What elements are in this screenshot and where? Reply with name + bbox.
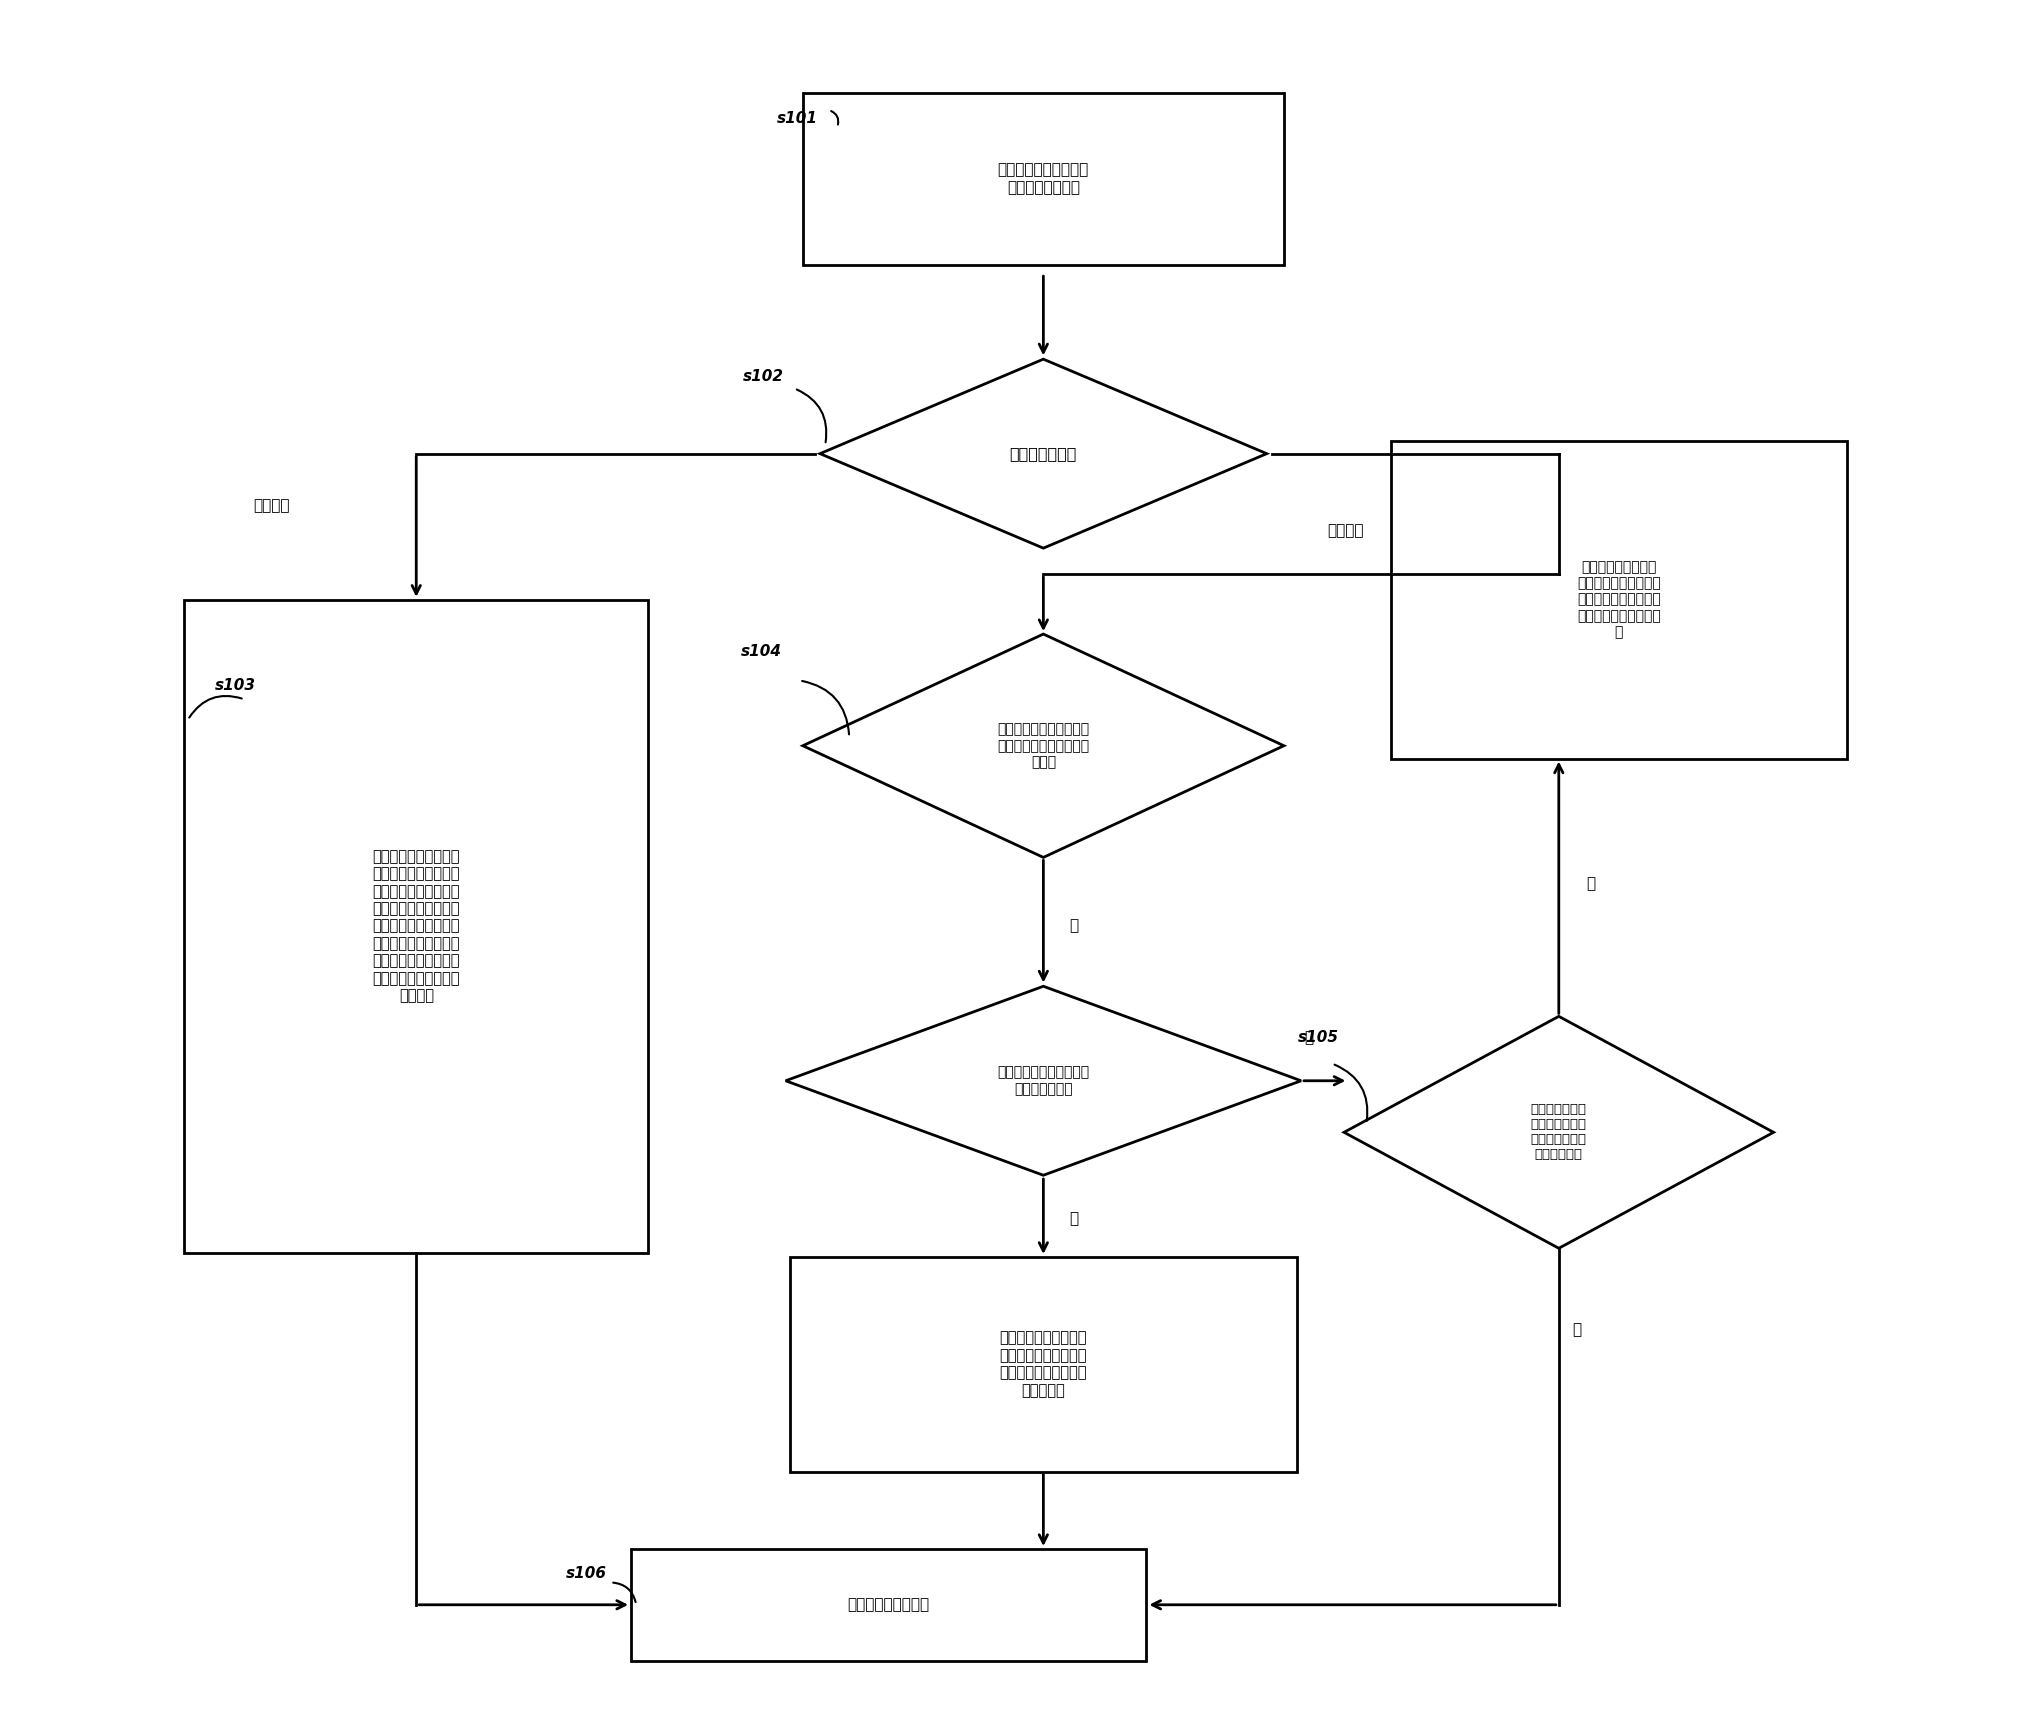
Polygon shape xyxy=(819,359,1267,547)
Text: 释放原使用的频率资
源，暂停该用户的数据
传输，直到该用户被重
新分配到可用的频率资
源: 释放原使用的频率资 源，暂停该用户的数据 传输，直到该用户被重 新分配到可用的频… xyxy=(1576,559,1661,639)
Text: s106: s106 xyxy=(565,1566,607,1581)
FancyBboxPatch shape xyxy=(803,94,1283,265)
FancyBboxPatch shape xyxy=(789,1257,1298,1472)
Text: 无: 无 xyxy=(1304,1031,1314,1046)
FancyBboxPatch shape xyxy=(1390,440,1846,759)
Text: 无: 无 xyxy=(1586,876,1596,890)
Text: s102: s102 xyxy=(743,369,783,385)
Text: s103: s103 xyxy=(216,679,256,693)
Text: 设定小区边缘用户使用
的子载波起止范围: 设定小区边缘用户使用 的子载波起止范围 xyxy=(997,163,1090,196)
Text: 对该用户使用的子载波
进行调整，使其使用的
子载波位于所述子载波
起止范围内: 对该用户使用的子载波 进行调整，使其使用的 子载波位于所述子载波 起止范围内 xyxy=(999,1330,1088,1398)
Polygon shape xyxy=(803,634,1283,857)
Text: s101: s101 xyxy=(777,111,817,126)
Text: 在所述子载波起止范围内
有可用频率资源: 在所述子载波起止范围内 有可用频率资源 xyxy=(997,1065,1090,1096)
FancyBboxPatch shape xyxy=(184,599,648,1252)
Text: 有: 有 xyxy=(1572,1323,1582,1337)
Text: s105: s105 xyxy=(1298,1031,1338,1046)
Text: 判断该用户使用的子载波
是否位于所述子载波起止
范围外: 判断该用户使用的子载波 是否位于所述子载波起止 范围外 xyxy=(997,722,1090,769)
Polygon shape xyxy=(1344,1017,1774,1249)
Text: 有: 有 xyxy=(1070,1211,1078,1226)
Text: 判断该用户使用的子载
波是否位于所述子载波
起止范围内，如果是，
且该子载波起止范围外
有可用频率资源，则对
该用户使用的子载波进
行调整，使其使用的子
载波位: 判断该用户使用的子载 波是否位于所述子载波 起止范围内，如果是， 且该子载波起止… xyxy=(373,849,460,1003)
Text: 判断该用户是否
可以使用与另一
用户相同或部分
相同的子载波: 判断该用户是否 可以使用与另一 用户相同或部分 相同的子载波 xyxy=(1532,1103,1586,1162)
Text: 判断用户的位置: 判断用户的位置 xyxy=(1009,447,1078,461)
Text: 小区边缘: 小区边缘 xyxy=(1328,523,1364,539)
Text: 是: 是 xyxy=(1070,918,1078,934)
Text: 小区中心: 小区中心 xyxy=(252,497,289,513)
Text: s104: s104 xyxy=(741,644,781,658)
FancyBboxPatch shape xyxy=(632,1548,1146,1661)
Polygon shape xyxy=(785,986,1302,1176)
Text: 进行该用户数据传输: 进行该用户数据传输 xyxy=(848,1597,930,1612)
